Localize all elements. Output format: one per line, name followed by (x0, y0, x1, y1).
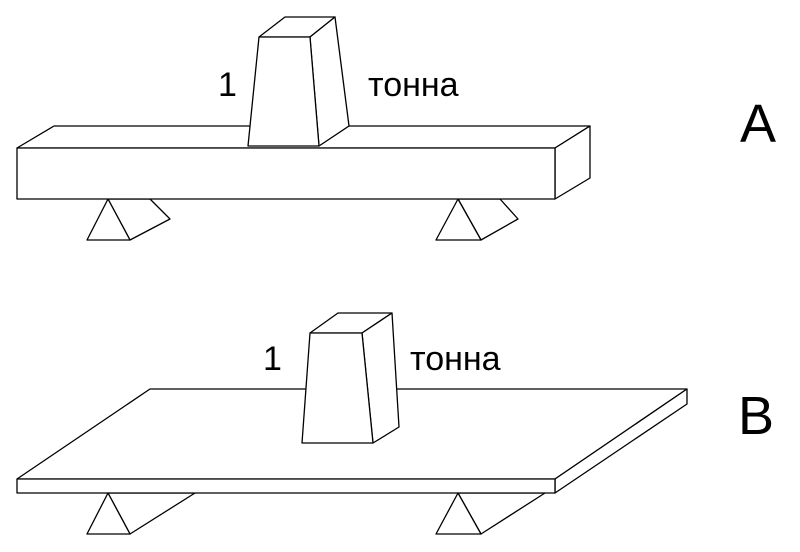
figure-b: 1 тонна B (16, 312, 774, 535)
figure-a-weight-number: 1 (218, 66, 237, 104)
figure-a-right-support (435, 198, 519, 241)
figure-a-beam (16, 125, 591, 200)
figure-a-letter: A (740, 94, 776, 154)
figure-a-beam-front (16, 147, 556, 200)
figure-b-weight-front (301, 332, 374, 444)
figure-b-weight (301, 312, 400, 444)
figure-a-left-support-front (86, 198, 131, 241)
figure-b-letter: B (738, 386, 774, 446)
figure-b-weight-number: 1 (263, 340, 282, 378)
figure-b-right-support (435, 492, 546, 535)
figure-b-plate-front (16, 478, 556, 494)
figure-b-left-support (86, 492, 196, 535)
figure-b-right-support-front (435, 492, 482, 535)
figure-a-right-support-front (435, 198, 482, 241)
figure-a-weight-unit: тонна (368, 66, 459, 104)
figure-a-weight (247, 16, 350, 147)
figure-a: 1 тонна A (16, 16, 776, 241)
figure-b-weight-unit: тонна (410, 340, 501, 378)
figure-a-left-support (86, 198, 171, 241)
figure-b-left-support-front (86, 492, 131, 535)
figure-a-weight-front (247, 36, 320, 147)
